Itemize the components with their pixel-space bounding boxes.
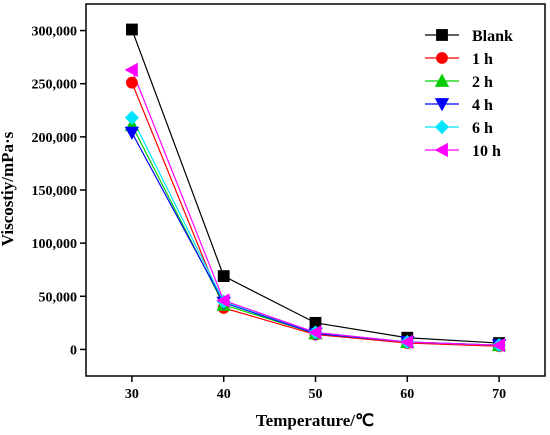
y-axis-title: Viscostiy/mPa·s [0, 131, 17, 246]
data-point [308, 325, 322, 340]
data-point [216, 293, 230, 308]
legend-label: 2 h [472, 74, 493, 91]
series-line [131, 29, 500, 344]
legend-label: 6 h [472, 120, 493, 137]
x-tick-label: 50 [309, 387, 323, 402]
legend: Blank 1 h 2 h 4 h 6 h 10 h [425, 28, 513, 160]
legend-marker [434, 98, 450, 112]
legend-label: 4 h [472, 97, 493, 114]
data-point [217, 270, 230, 282]
legend-label: Blank [472, 28, 513, 45]
x-tick-label: 70 [492, 387, 506, 402]
legend-label: 1 h [472, 51, 493, 68]
data-point [124, 62, 138, 78]
data-point [126, 23, 138, 36]
data-point [399, 334, 414, 350]
legend-marker [434, 119, 450, 135]
y-tick-label: 300,000 [32, 25, 78, 40]
data-point [491, 338, 506, 353]
data-point [124, 110, 139, 125]
legend-marker [436, 29, 448, 41]
legend-marker [434, 142, 448, 158]
x-tick-label: 40 [217, 387, 231, 402]
data-point [125, 76, 138, 89]
x-tick-label: 60 [400, 387, 414, 402]
legend-marker [434, 73, 450, 87]
x-tick-label: 30 [125, 387, 139, 402]
legend-marker [436, 52, 448, 64]
y-tick-label: 100,000 [32, 237, 78, 252]
y-tick-label: 50,000 [39, 290, 78, 305]
legend-label: 10 h [472, 143, 501, 160]
series-line [131, 132, 500, 346]
y-tick-label: 200,000 [32, 131, 78, 146]
data-point [124, 126, 140, 140]
y-tick-label: 250,000 [32, 78, 78, 93]
y-tick-label: 150,000 [32, 184, 78, 199]
x-axis-title: Temperature/℃ [256, 411, 374, 430]
y-tick-label: 0 [70, 343, 77, 358]
series-line [131, 69, 500, 346]
